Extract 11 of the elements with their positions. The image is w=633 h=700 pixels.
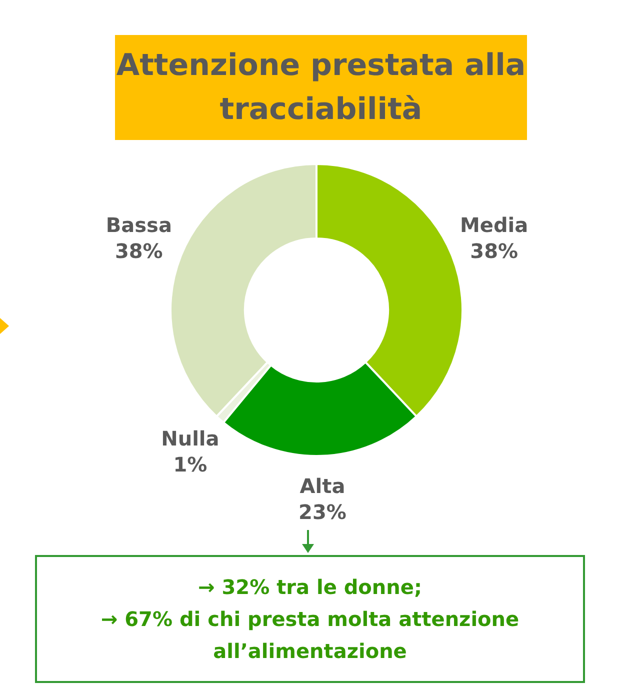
data-label: 1%: [173, 452, 208, 476]
text: → 32% tra le donne;: [198, 574, 422, 601]
data-label: 38%: [114, 238, 163, 263]
data-label: 23%: [298, 500, 346, 524]
slice-label: Alta: [300, 474, 346, 498]
text: → 67% di chi presta molta attenzione all’alimentazione: [100, 606, 520, 665]
data-label: 38%: [470, 238, 518, 263]
slice-label: Bassa: [106, 212, 172, 237]
slice-label: Media: [460, 212, 528, 237]
chart-title: Attenzione prestata alla tracciabilità: [115, 35, 527, 140]
slice-label: Nulla: [161, 426, 220, 450]
